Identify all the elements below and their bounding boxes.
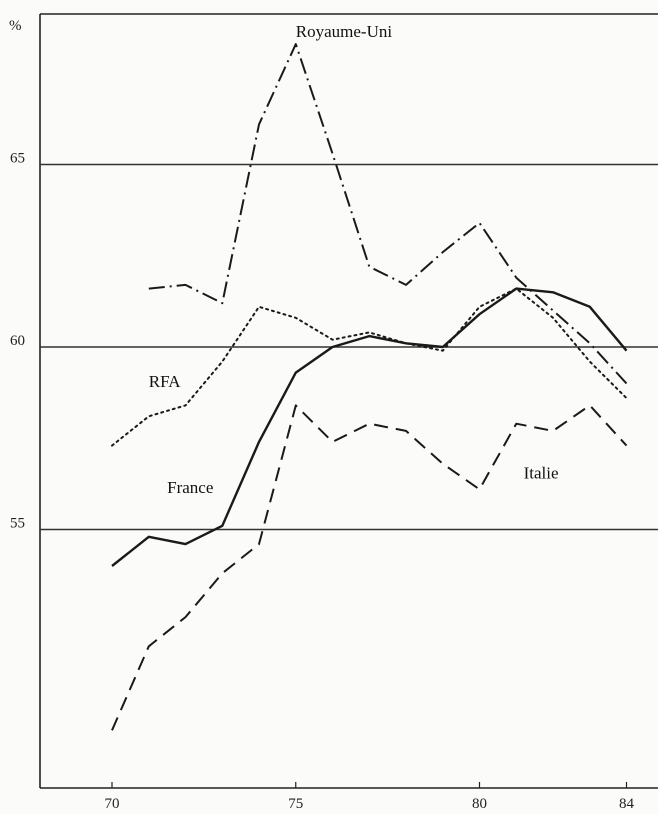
y-unit-label: % [9,18,22,34]
x-tick-84: 84 [619,796,635,812]
y-tick-55: 55 [10,516,25,532]
series-line-france [111,287,628,567]
plot-frame [39,13,658,789]
series-labels: Royaume-Uni RFA France Italie [149,22,559,497]
series-line-italie [111,404,628,731]
x-tick-70: 70 [105,796,120,812]
series-label-france: France [167,478,213,497]
series-label-royaume-uni: Royaume-Uni [296,22,393,41]
x-tick-75: 75 [288,796,303,812]
y-tick-65: 65 [10,151,25,167]
series-line-rfa [111,287,628,447]
series-lines [111,43,628,731]
series-label-rfa: RFA [149,372,182,391]
y-tick-60: 60 [10,333,25,349]
x-tick-labels: 70 75 80 84 [105,782,635,812]
gridlines [40,163,658,531]
series-label-italie: Italie [524,463,559,482]
y-tick-labels: 55 60 65 [10,151,25,532]
x-tick-80: 80 [472,796,487,812]
series-line-royaume-uni [148,43,628,385]
